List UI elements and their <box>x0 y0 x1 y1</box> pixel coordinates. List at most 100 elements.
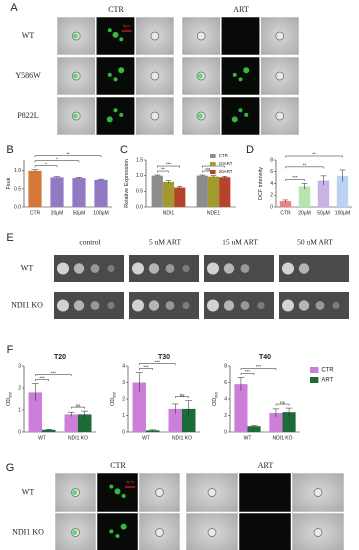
error-bar <box>53 176 61 179</box>
tile <box>96 512 139 550</box>
fluorescent-cell <box>232 72 237 77</box>
tile <box>96 96 135 136</box>
bar <box>28 392 42 432</box>
y-tick-label: 0 <box>270 204 273 210</box>
colony-spot <box>132 299 144 312</box>
micrograph <box>181 16 221 56</box>
column-header: 15 uM ART <box>222 238 258 247</box>
legend-label: 20ART <box>219 169 233 174</box>
colony-spot <box>282 262 294 275</box>
fluorescent-cell <box>109 484 114 489</box>
fluorescent-cell <box>197 113 203 119</box>
error-bar <box>149 429 157 431</box>
column-header: ART <box>233 5 249 14</box>
colony-spot <box>315 301 325 310</box>
micrograph <box>54 512 97 550</box>
micrograph <box>135 16 175 56</box>
x-tick-label: CTR <box>280 210 291 216</box>
micrograph <box>56 56 96 96</box>
fluorescent-cell <box>107 72 112 77</box>
tile <box>238 472 292 513</box>
tile <box>221 96 260 136</box>
y-tick-label: 4 <box>122 363 125 369</box>
fluorescent-cell <box>119 37 124 42</box>
colony-spot <box>165 264 175 273</box>
bar <box>42 429 56 432</box>
bar <box>162 181 175 207</box>
tile <box>135 56 175 96</box>
colony-spot <box>207 262 219 275</box>
y-tick-label: 2 <box>270 193 273 199</box>
panel-label: E <box>6 232 13 244</box>
y-axis-label-subscript: 600 <box>214 392 218 398</box>
error-bar <box>67 411 75 417</box>
significance-label: *** <box>166 162 172 167</box>
fluorescent-cell <box>72 73 78 79</box>
cell <box>313 488 323 497</box>
y-tick-label: 8 <box>224 363 227 369</box>
column-header: CTR <box>110 461 126 470</box>
error-bar <box>81 410 89 418</box>
cell <box>196 31 206 41</box>
legend-swatch <box>310 377 319 383</box>
error-bar <box>165 180 172 184</box>
panel-label: A <box>10 2 18 14</box>
colony-spot <box>207 299 219 312</box>
fluorescent-cell <box>115 534 120 539</box>
legend-label: CTR <box>219 153 229 158</box>
column-header: control <box>79 238 100 247</box>
micrograph <box>96 472 139 513</box>
micrograph <box>185 512 239 550</box>
y-tick-label: 4 <box>224 396 227 402</box>
fluorescent-cell <box>109 529 114 534</box>
x-tick-label: 20μM <box>51 210 64 216</box>
significance-bracket <box>157 170 169 173</box>
colony-spot <box>240 301 250 310</box>
colony-spot <box>107 301 115 310</box>
fluorescent-cell <box>197 73 203 79</box>
chart-title: T20 <box>54 354 66 361</box>
y-tick-label: 0.5 <box>14 186 21 192</box>
error-bar <box>339 169 346 182</box>
y-axis-label: DCF intensity <box>258 167 264 200</box>
micrograph <box>238 512 292 550</box>
error-bar <box>282 199 289 203</box>
significance-bracket <box>139 368 153 371</box>
fluorescent-cell <box>107 28 112 33</box>
colony-spot <box>57 262 69 275</box>
y-axis-label-text: OD <box>212 398 218 406</box>
bar <box>269 413 283 432</box>
y-tick-label: 8 <box>270 157 273 163</box>
y-tick-label: 6 <box>270 169 273 175</box>
bar <box>78 414 92 432</box>
legend-swatch <box>210 154 216 158</box>
error-bar <box>320 175 327 186</box>
chart-title: T30 <box>158 354 170 361</box>
significance-bracket <box>71 406 85 409</box>
significance-label: * <box>56 156 58 161</box>
significance-label: *** <box>256 364 262 369</box>
row-label: Y586W <box>15 71 41 80</box>
column-header: 50 uM ART <box>297 238 333 247</box>
colony-spot <box>73 263 85 274</box>
significance-label: *** <box>51 370 57 375</box>
y-tick-label: 1 <box>122 413 125 419</box>
colony-spot <box>182 264 190 273</box>
legend-swatch <box>210 162 216 166</box>
legend-swatch <box>310 367 319 373</box>
x-tick-label: 100μM <box>335 210 350 216</box>
fluorescent-cell <box>121 494 126 499</box>
error-bar <box>75 177 83 179</box>
x-tick-label: 50μM <box>317 210 330 216</box>
legend-label: ART <box>321 378 333 384</box>
significance-label: ** <box>303 163 307 168</box>
significance-bracket <box>202 165 225 168</box>
y-axis-label: Relative Expression <box>124 159 130 208</box>
significance-bracket <box>285 179 305 181</box>
tile <box>221 16 260 56</box>
fluorescent-cell <box>118 67 125 74</box>
error-bar <box>199 174 206 177</box>
fluorescent-cell <box>243 67 250 74</box>
fluorescent-cell <box>113 108 118 113</box>
